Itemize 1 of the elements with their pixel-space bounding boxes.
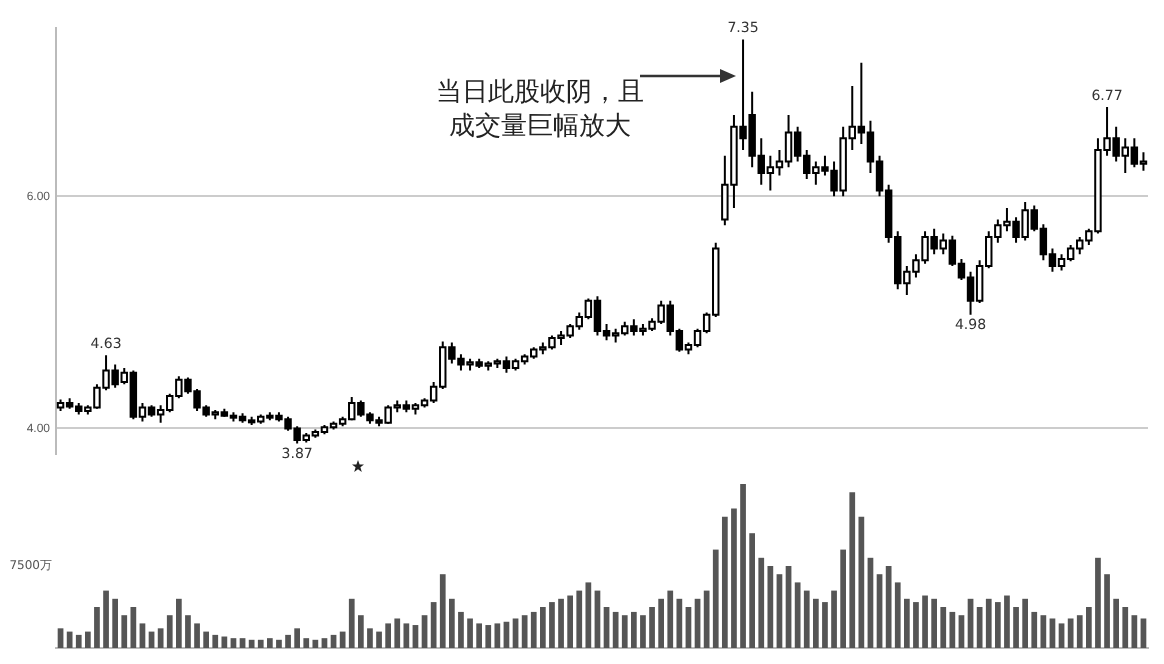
annotation: 当日此股收阴，且成交量巨幅放大 — [435, 75, 646, 144]
